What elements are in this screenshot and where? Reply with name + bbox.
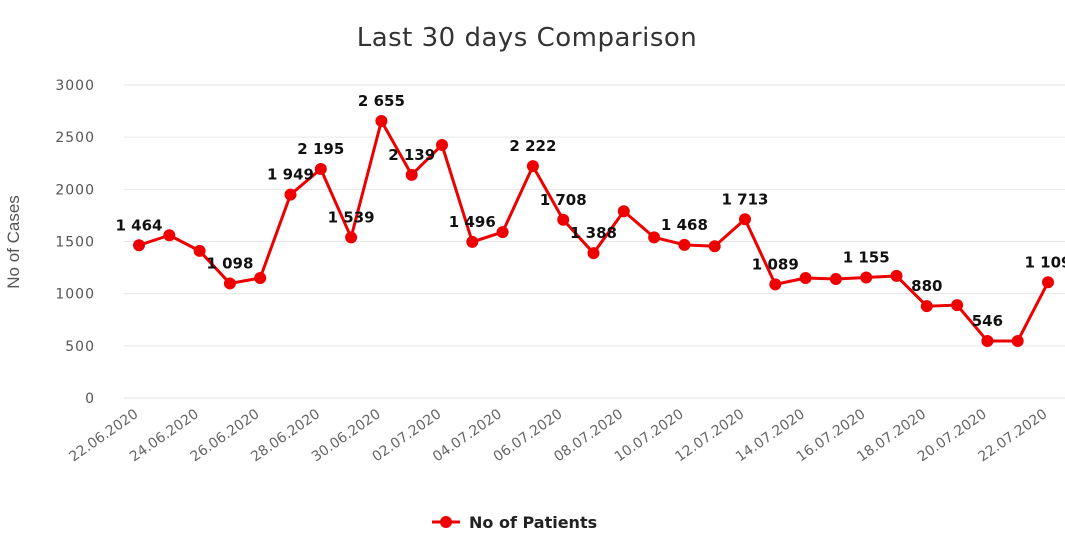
data-point[interactable]	[193, 244, 206, 257]
data-label: 546	[972, 312, 1003, 330]
legend-label: No of Patients	[469, 513, 597, 532]
data-point[interactable]	[739, 213, 751, 226]
legend-marker-icon	[440, 516, 452, 528]
data-point[interactable]	[708, 240, 721, 253]
data-point[interactable]	[466, 235, 479, 248]
gridlines	[124, 84, 1065, 399]
data-label: 2 655	[358, 92, 405, 110]
data-label: 1 708	[540, 191, 587, 209]
data-point[interactable]	[557, 213, 570, 226]
data-point[interactable]	[345, 231, 358, 244]
data-label: 1 949	[267, 166, 314, 184]
data-point[interactable]	[436, 138, 448, 151]
data-label: 2 195	[297, 140, 344, 158]
data-label: 1 496	[449, 213, 496, 231]
y-axis-label: No of Cases	[4, 195, 23, 289]
y-tick-label: 0	[85, 391, 95, 407]
y-tick-label: 2000	[55, 182, 95, 198]
data-point[interactable]	[496, 226, 509, 239]
data-point[interactable]	[981, 335, 994, 348]
data-label: 1 464	[116, 216, 163, 234]
data-point[interactable]	[890, 269, 903, 282]
y-tick-label: 3000	[55, 78, 95, 94]
data-point[interactable]	[375, 114, 388, 127]
data-point[interactable]	[648, 231, 661, 244]
data-point[interactable]	[769, 278, 782, 291]
data-label: 1 539	[328, 208, 375, 226]
data-point[interactable]	[314, 162, 327, 175]
data-point[interactable]	[405, 168, 418, 181]
data-label: 1 468	[661, 216, 708, 234]
data-point[interactable]	[526, 160, 539, 173]
y-tick-label: 1500	[55, 235, 95, 251]
series-no-of-patients	[133, 114, 1054, 348]
data-label: 1 089	[752, 255, 799, 273]
legend[interactable]: No of Patients	[432, 513, 597, 532]
data-label: 880	[911, 277, 942, 295]
data-point[interactable]	[163, 229, 176, 242]
data-point[interactable]	[860, 271, 873, 284]
data-point[interactable]	[133, 239, 145, 252]
data-point[interactable]	[1042, 276, 1054, 289]
data-point[interactable]	[951, 299, 964, 312]
data-point[interactable]	[587, 247, 600, 260]
data-point[interactable]	[617, 205, 630, 218]
data-point[interactable]	[284, 188, 297, 201]
y-tick-label: 2500	[55, 130, 95, 146]
y-tick-label: 500	[65, 339, 95, 355]
data-label: 1 098	[206, 254, 253, 272]
data-point[interactable]	[223, 277, 236, 290]
data-label: 1 388	[570, 224, 617, 242]
data-labels: 1 464 1 098 1 949 2 195 1 539 2 655 2 139 1 496…	[116, 92, 1065, 330]
y-tick-label: 1000	[55, 287, 95, 303]
data-point[interactable]	[678, 238, 691, 251]
data-point[interactable]	[1011, 335, 1024, 348]
data-point[interactable]	[920, 300, 933, 313]
data-label: 1 109	[1025, 253, 1065, 271]
data-label: 1 155	[843, 248, 890, 266]
chart-title: Last 30 days Comparison	[357, 23, 698, 53]
data-point[interactable]	[829, 273, 842, 286]
data-label: 2 139	[388, 146, 435, 164]
x-axis-ticks: 22.06.202024.06.202026.06.202028.06.2020…	[66, 406, 1050, 465]
data-label: 1 713	[722, 190, 769, 208]
data-label: 2 222	[509, 137, 556, 155]
data-point[interactable]	[799, 272, 812, 285]
y-axis-ticks: 0 500 1000 1500 2000 2500 3000	[55, 78, 95, 407]
data-point[interactable]	[254, 272, 267, 285]
